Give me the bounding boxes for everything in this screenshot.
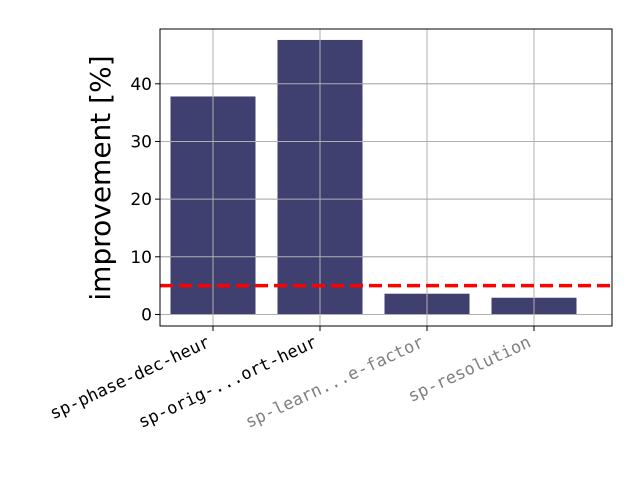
x-tick-label: sp-resolution bbox=[405, 332, 534, 406]
y-axis: 0 10 20 30 40 bbox=[130, 75, 160, 325]
x-tick-label: sp-learn...e-factor bbox=[242, 332, 427, 432]
x-axis: sp-phase-dec-heursp-orig-...ort-heursp-l… bbox=[47, 326, 535, 433]
y-tick-label: 0 bbox=[141, 305, 152, 325]
y-tick-label: 40 bbox=[130, 75, 152, 95]
plot-frame bbox=[159, 28, 613, 327]
y-axis-label: improvement [%] bbox=[84, 55, 117, 300]
bars bbox=[160, 29, 612, 326]
y-tick-label: 10 bbox=[130, 248, 152, 268]
y-tick-label: 20 bbox=[130, 190, 152, 210]
y-tick-label: 30 bbox=[130, 132, 152, 152]
x-tick-label: sp-orig-...ort-heur bbox=[135, 332, 320, 432]
